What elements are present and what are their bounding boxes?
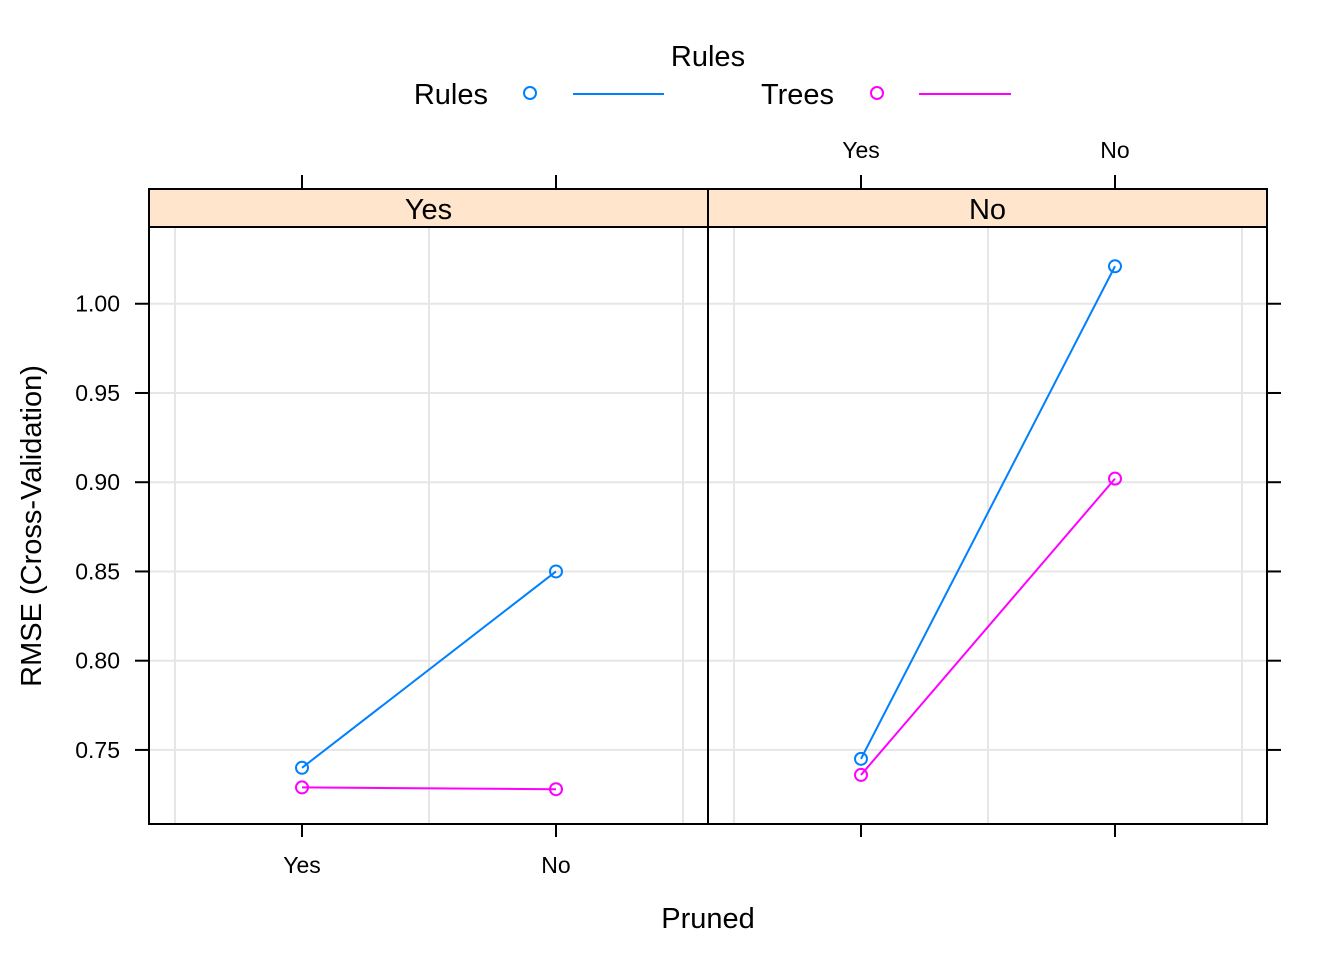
y-tick-label: 0.90 [75,469,120,495]
y-tick-label: 0.95 [75,380,120,406]
legend-title: Rules [671,41,745,73]
y-tick-label: 0.80 [75,648,120,674]
strip-label-no: No [969,194,1006,226]
data-point-rules [854,751,868,766]
x-tick-label: Yes [283,852,321,878]
data-point-rules [295,760,309,775]
legend-marker-trees [870,86,884,100]
panels: Yes No [148,188,1268,825]
x-tick-label: No [541,852,570,878]
x-tick-label-top: No [1100,137,1129,163]
panel-frame-no [707,226,1268,825]
panel-no: No [707,188,1268,825]
legend: Rules Rules Trees [414,41,1011,111]
series-line-rules [860,265,1116,760]
x-axis-title: Pruned [661,903,755,935]
legend-label-rules: Rules [414,79,488,111]
y-tick-label: 1.00 [75,291,120,317]
strip-no [707,188,1268,228]
data-point-trees [854,767,868,782]
y-tick-label: 0.85 [75,558,120,584]
series-line-trees [301,786,557,791]
series-line-trees [860,477,1116,776]
series-line-rules [301,570,557,769]
data-point-rules [1108,259,1122,274]
axes: Yes No Yes No 0.75 0.80 0.85 0.90 0.95 1.00 [75,137,1281,878]
data-point-trees [549,782,563,797]
data-point-trees [295,780,309,795]
data-point-rules [549,564,563,579]
strip-label-yes: Yes [405,194,452,226]
x-tick-label-top: Yes [842,137,880,163]
panel-yes: Yes [148,188,709,825]
legend-label-trees: Trees [761,79,834,111]
legend-marker-rules [523,86,537,100]
y-axis-title: RMSE (Cross-Validation) [16,365,48,687]
y-tick-label: 0.75 [75,737,120,763]
data-point-trees [1108,471,1122,486]
strip-yes [148,188,709,228]
